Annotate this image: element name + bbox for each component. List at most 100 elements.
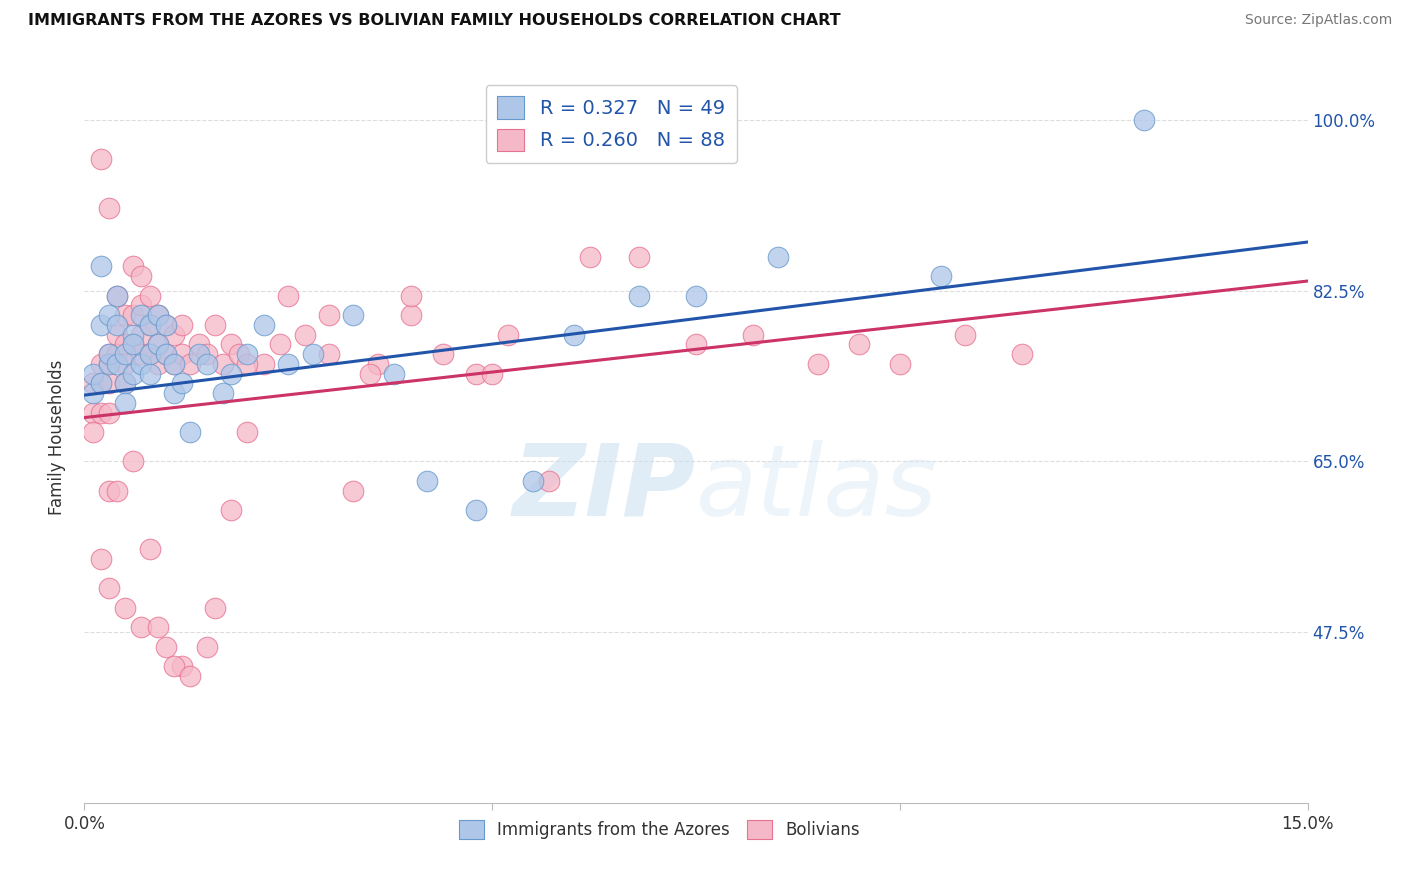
- Point: [498, 327, 520, 342]
- Point: [138, 347, 160, 361]
- Point: [807, 357, 830, 371]
- Text: atlas: atlas: [696, 440, 938, 537]
- Point: [97, 201, 120, 215]
- Point: [382, 367, 405, 381]
- Point: [138, 318, 160, 332]
- Point: [122, 337, 145, 351]
- Point: [138, 367, 160, 381]
- Point: [90, 260, 112, 274]
- Point: [105, 347, 128, 361]
- Point: [212, 386, 235, 401]
- Point: [163, 357, 186, 371]
- Point: [138, 318, 160, 332]
- Point: [627, 250, 650, 264]
- Point: [82, 425, 104, 440]
- Text: ZIP: ZIP: [513, 440, 696, 537]
- Point: [97, 357, 120, 371]
- Point: [562, 327, 585, 342]
- Point: [236, 347, 259, 361]
- Point: [953, 327, 976, 342]
- Point: [179, 357, 201, 371]
- Point: [114, 308, 136, 322]
- Point: [1011, 347, 1033, 361]
- Point: [146, 357, 169, 371]
- Point: [367, 357, 389, 371]
- Point: [105, 327, 128, 342]
- Point: [155, 347, 177, 361]
- Point: [277, 357, 299, 371]
- Point: [82, 406, 104, 420]
- Point: [179, 425, 201, 440]
- Point: [627, 288, 650, 302]
- Point: [318, 308, 340, 322]
- Point: [269, 337, 291, 351]
- Point: [146, 308, 169, 322]
- Point: [97, 376, 120, 391]
- Point: [342, 308, 364, 322]
- Point: [105, 318, 128, 332]
- Point: [464, 367, 486, 381]
- Point: [195, 640, 218, 654]
- Point: [163, 327, 186, 342]
- Point: [105, 357, 128, 371]
- Point: [90, 552, 112, 566]
- Point: [114, 337, 136, 351]
- Point: [131, 298, 153, 312]
- Point: [138, 542, 160, 557]
- Point: [82, 386, 104, 401]
- Point: [187, 337, 209, 351]
- Point: [179, 669, 201, 683]
- Text: IMMIGRANTS FROM THE AZORES VS BOLIVIAN FAMILY HOUSEHOLDS CORRELATION CHART: IMMIGRANTS FROM THE AZORES VS BOLIVIAN F…: [28, 13, 841, 29]
- Point: [538, 474, 561, 488]
- Point: [155, 318, 177, 332]
- Y-axis label: Family Households: Family Households: [48, 359, 66, 515]
- Point: [122, 367, 145, 381]
- Point: [277, 288, 299, 302]
- Point: [97, 308, 120, 322]
- Point: [114, 376, 136, 391]
- Point: [105, 288, 128, 302]
- Point: [97, 347, 120, 361]
- Point: [163, 386, 186, 401]
- Point: [122, 327, 145, 342]
- Point: [204, 600, 226, 615]
- Point: [253, 357, 276, 371]
- Point: [122, 308, 145, 322]
- Point: [359, 367, 381, 381]
- Point: [90, 318, 112, 332]
- Point: [97, 581, 120, 595]
- Point: [399, 288, 422, 302]
- Point: [114, 347, 136, 361]
- Point: [172, 659, 194, 673]
- Point: [155, 347, 177, 361]
- Point: [131, 269, 153, 284]
- Point: [236, 425, 259, 440]
- Point: [90, 376, 112, 391]
- Point: [114, 376, 136, 391]
- Point: [301, 347, 323, 361]
- Point: [90, 406, 112, 420]
- Point: [155, 318, 177, 332]
- Point: [90, 376, 112, 391]
- Point: [122, 337, 145, 351]
- Point: [195, 357, 218, 371]
- Point: [219, 367, 242, 381]
- Point: [138, 288, 160, 302]
- Point: [889, 357, 911, 371]
- Point: [522, 474, 544, 488]
- Point: [122, 260, 145, 274]
- Point: [399, 308, 422, 322]
- Point: [138, 347, 160, 361]
- Point: [131, 620, 153, 634]
- Point: [97, 406, 120, 420]
- Point: [342, 483, 364, 498]
- Point: [155, 640, 177, 654]
- Point: [1133, 113, 1156, 128]
- Point: [105, 483, 128, 498]
- Point: [172, 318, 194, 332]
- Point: [432, 347, 454, 361]
- Point: [848, 337, 870, 351]
- Point: [685, 288, 707, 302]
- Point: [212, 357, 235, 371]
- Point: [97, 357, 120, 371]
